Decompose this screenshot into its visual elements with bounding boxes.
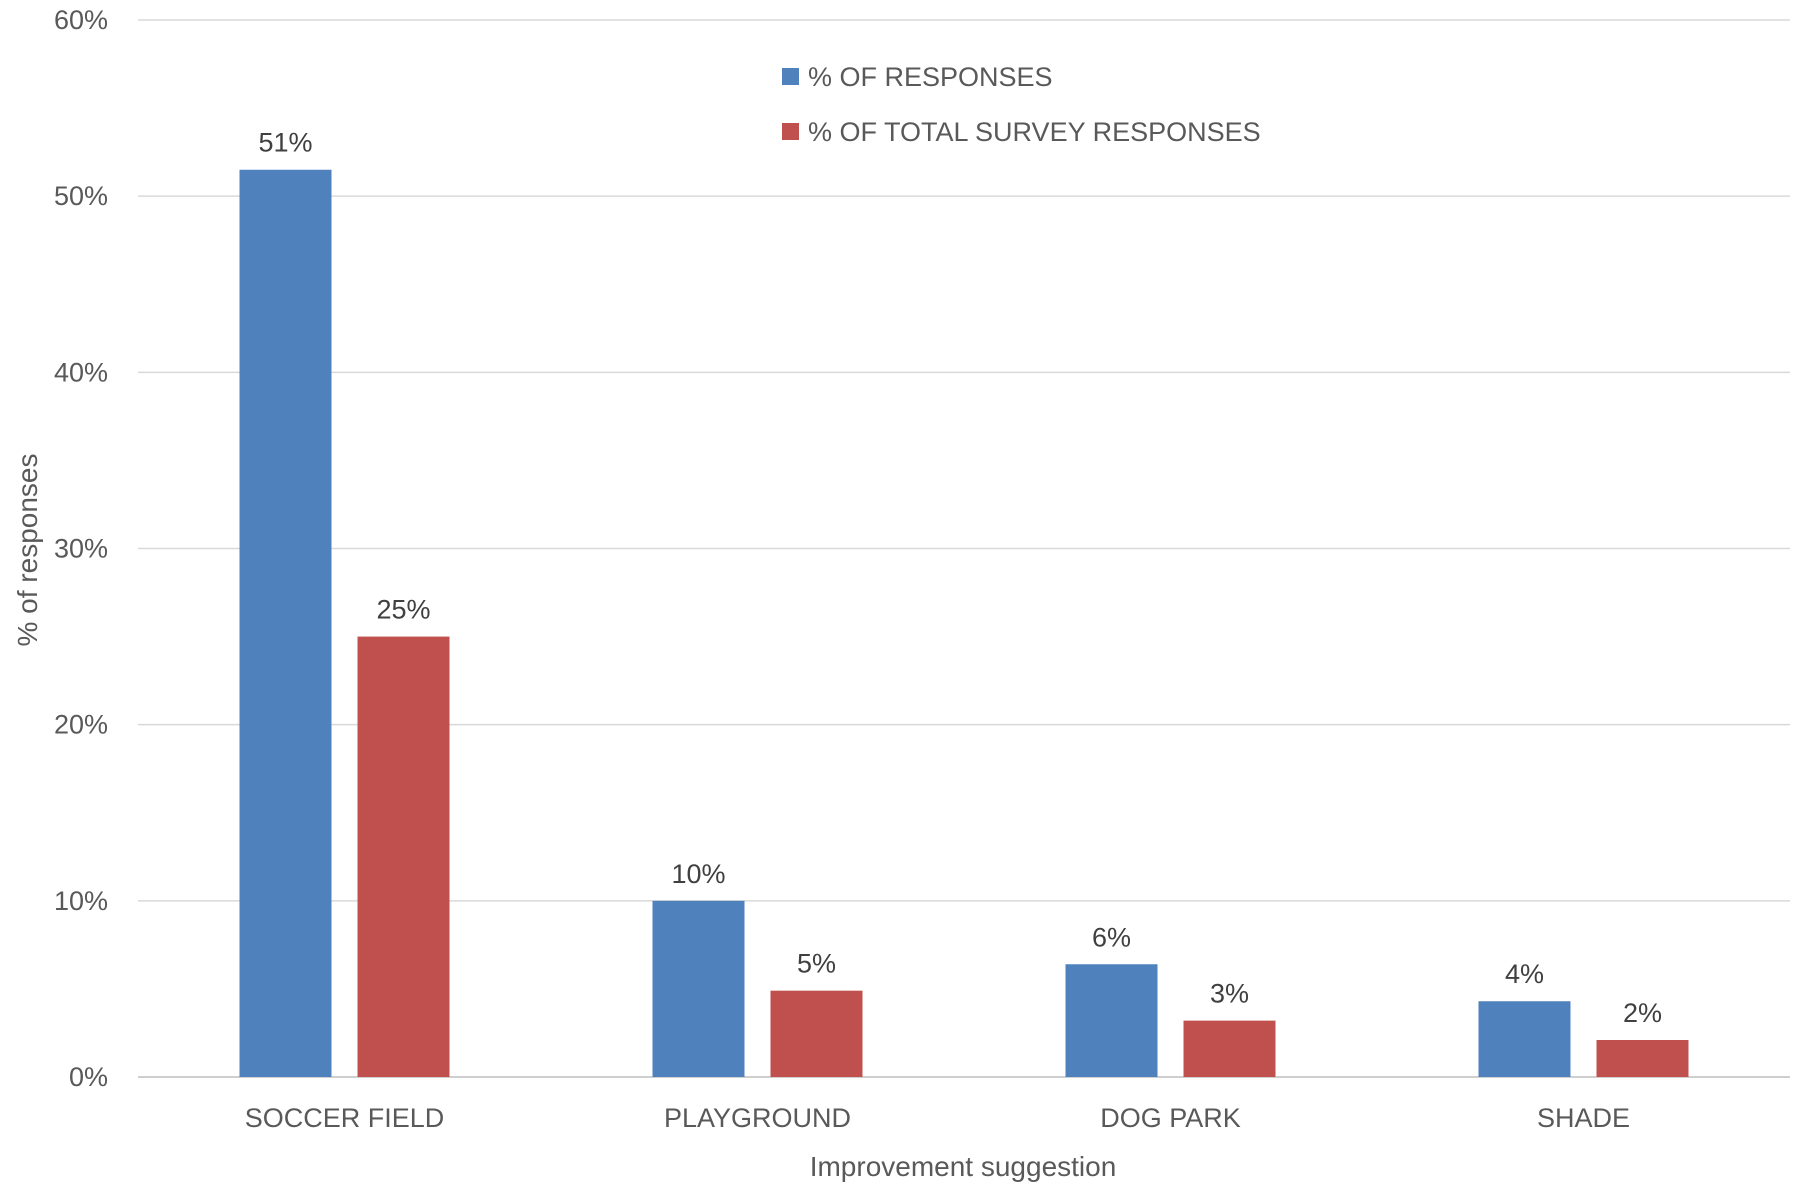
x-axis-title: Improvement suggestion: [810, 1151, 1117, 1182]
bar-responses-shade: [1478, 1001, 1571, 1077]
data-label: 5%: [797, 949, 836, 979]
data-label: 4%: [1505, 959, 1544, 989]
y-tick-label: 10%: [54, 886, 108, 916]
bar-total-survey-soccer-field: [357, 636, 450, 1077]
data-label: 10%: [671, 859, 725, 889]
category-label: SHADE: [1537, 1103, 1630, 1133]
y-tick-label: 50%: [54, 181, 108, 211]
y-tick-label: 20%: [54, 710, 108, 740]
y-tick-label: 40%: [54, 357, 108, 387]
category-label: DOG PARK: [1100, 1103, 1241, 1133]
legend-label: % OF RESPONSES: [808, 62, 1053, 92]
legend: % OF RESPONSES % OF TOTAL SURVEY RESPONSE…: [782, 62, 1261, 147]
data-label: 25%: [376, 595, 430, 625]
data-label: 2%: [1623, 998, 1662, 1028]
bar-total-survey-shade: [1596, 1040, 1689, 1077]
y-axis-title: % of responses: [12, 454, 43, 647]
data-label: 6%: [1092, 922, 1131, 952]
bars: [239, 169, 1689, 1077]
category-label: SOCCER FIELD: [245, 1103, 445, 1133]
legend-swatch: [782, 123, 799, 140]
y-tick-label: 60%: [54, 5, 108, 35]
bar-total-survey-playground: [770, 990, 863, 1077]
bar-responses-dog-park: [1065, 964, 1158, 1077]
x-axis-categories: SOCCER FIELD PLAYGROUND DOG PARK SHADE: [245, 1103, 1630, 1133]
bar-total-survey-dog-park: [1183, 1020, 1276, 1077]
y-tick-label: 0%: [69, 1062, 108, 1092]
bar-responses-soccer-field: [239, 169, 332, 1077]
data-labels: 51% 25% 10% 5% 6% 3% 4% 2%: [258, 128, 1662, 1028]
category-label: PLAYGROUND: [664, 1103, 851, 1133]
legend-label: % OF TOTAL SURVEY RESPONSES: [808, 117, 1261, 147]
bar-responses-playground: [652, 900, 745, 1077]
y-axis-ticks: 0% 10% 20% 30% 40% 50% 60%: [54, 5, 108, 1092]
data-label: 3%: [1210, 979, 1249, 1009]
legend-swatch: [782, 68, 799, 85]
y-tick-label: 30%: [54, 534, 108, 564]
data-label: 51%: [258, 128, 312, 158]
